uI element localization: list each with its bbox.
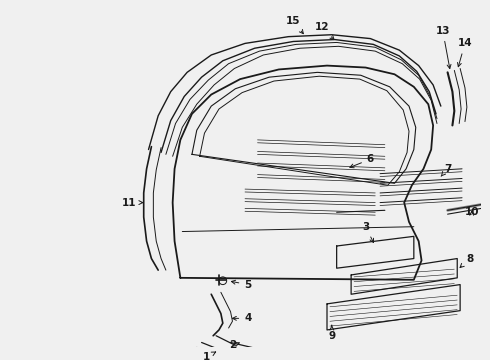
Text: 6: 6 — [350, 154, 374, 168]
Text: 8: 8 — [460, 253, 473, 267]
Text: 13: 13 — [436, 26, 451, 68]
Text: 3: 3 — [362, 222, 373, 243]
Text: 15: 15 — [286, 16, 303, 33]
Text: 9: 9 — [328, 325, 335, 341]
Text: 10: 10 — [465, 207, 479, 217]
Text: 12: 12 — [315, 22, 334, 40]
Text: 1: 1 — [203, 352, 216, 360]
Text: 11: 11 — [122, 198, 143, 208]
Text: 5: 5 — [231, 280, 251, 289]
Text: 7: 7 — [441, 164, 451, 176]
Text: 14: 14 — [458, 39, 472, 67]
Text: 2: 2 — [229, 340, 239, 350]
Text: 4: 4 — [232, 313, 251, 323]
